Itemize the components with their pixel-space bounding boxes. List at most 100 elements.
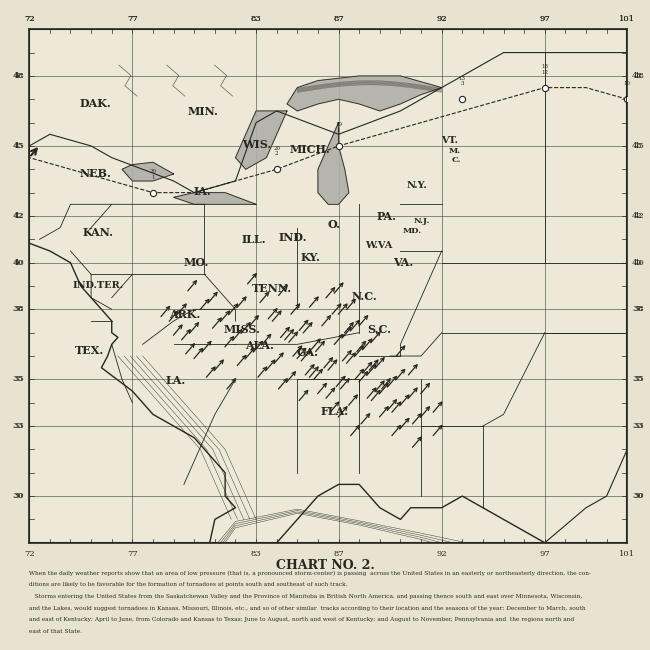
Text: 30: 30 bbox=[12, 492, 23, 500]
Text: 33: 33 bbox=[632, 422, 643, 430]
Text: 40: 40 bbox=[14, 259, 25, 266]
Text: ILL.: ILL. bbox=[241, 234, 266, 245]
Text: 97: 97 bbox=[540, 551, 550, 558]
Text: 35: 35 bbox=[632, 375, 643, 383]
Text: 19
1: 19 1 bbox=[335, 122, 342, 133]
Text: 40: 40 bbox=[632, 259, 643, 266]
Text: 77: 77 bbox=[127, 551, 138, 558]
Text: 101: 101 bbox=[619, 15, 635, 23]
Text: 87: 87 bbox=[333, 15, 344, 23]
Text: 77: 77 bbox=[127, 15, 138, 23]
Polygon shape bbox=[122, 162, 174, 181]
Text: 18
12: 18 12 bbox=[541, 64, 548, 75]
Polygon shape bbox=[318, 123, 349, 204]
Text: 42: 42 bbox=[14, 212, 25, 220]
Text: 101: 101 bbox=[619, 551, 635, 558]
Text: and east of Kentucky; April to June, from Colorado and Kansas to Texas; June to : and east of Kentucky; April to June, fro… bbox=[29, 618, 575, 623]
Text: MICH.: MICH. bbox=[290, 144, 331, 155]
Text: 101: 101 bbox=[619, 15, 635, 23]
Text: M.: M. bbox=[449, 148, 461, 155]
Text: 35: 35 bbox=[633, 375, 644, 383]
Text: MD.: MD. bbox=[403, 227, 422, 235]
Text: VT.: VT. bbox=[441, 136, 458, 145]
Text: N.Y.: N.Y. bbox=[406, 181, 427, 190]
Text: TENN.: TENN. bbox=[252, 283, 291, 294]
Text: VA.: VA. bbox=[393, 257, 413, 268]
Text: 48: 48 bbox=[12, 72, 23, 80]
Text: 30: 30 bbox=[633, 492, 644, 500]
Text: 77: 77 bbox=[127, 15, 138, 23]
Text: PA.: PA. bbox=[377, 211, 397, 222]
Polygon shape bbox=[174, 192, 256, 204]
Text: O.: O. bbox=[328, 219, 341, 230]
Text: 33: 33 bbox=[14, 422, 25, 430]
Text: 92: 92 bbox=[436, 15, 447, 23]
Text: ditions are likely to be favorable for the formation of tornadoes at points sout: ditions are likely to be favorable for t… bbox=[29, 582, 348, 588]
Text: DAK.: DAK. bbox=[79, 98, 111, 109]
Text: and the Lakes, would suggest tornadoes in Kansas, Missouri, Illinois, etc., and : and the Lakes, would suggest tornadoes i… bbox=[29, 606, 586, 611]
Text: GA.: GA. bbox=[296, 347, 318, 358]
Text: LA.: LA. bbox=[166, 376, 186, 387]
Text: 83: 83 bbox=[251, 551, 261, 558]
Text: WIS.: WIS. bbox=[242, 139, 271, 150]
Text: 20
2: 20 2 bbox=[273, 146, 280, 157]
Text: 40: 40 bbox=[633, 259, 644, 266]
Text: ALA.: ALA. bbox=[245, 339, 274, 350]
Text: 42: 42 bbox=[12, 212, 23, 220]
Text: W.VA: W.VA bbox=[365, 241, 393, 250]
Polygon shape bbox=[287, 76, 441, 111]
Text: 72: 72 bbox=[24, 551, 34, 558]
Text: IND.TER.: IND.TER. bbox=[72, 281, 124, 291]
Text: 48: 48 bbox=[633, 72, 644, 80]
Text: C.: C. bbox=[452, 156, 461, 164]
Text: 48: 48 bbox=[14, 72, 25, 80]
Text: 40: 40 bbox=[12, 259, 23, 266]
Text: 83: 83 bbox=[251, 15, 261, 23]
Text: 38: 38 bbox=[632, 306, 643, 313]
Text: When the daily weather reports show that an area of low pressure (that is, a pro: When the daily weather reports show that… bbox=[29, 571, 592, 576]
Text: 92: 92 bbox=[436, 551, 447, 558]
Text: 38: 38 bbox=[14, 306, 25, 313]
Text: 10: 10 bbox=[624, 81, 630, 86]
Text: 83: 83 bbox=[251, 15, 261, 23]
Polygon shape bbox=[235, 111, 287, 169]
Text: MISS.: MISS. bbox=[223, 324, 260, 335]
Text: 87: 87 bbox=[333, 551, 344, 558]
Text: 45: 45 bbox=[632, 142, 643, 150]
Text: 48: 48 bbox=[632, 72, 643, 80]
Text: ARK.: ARK. bbox=[169, 309, 200, 320]
Text: N.J.: N.J. bbox=[414, 217, 430, 225]
Text: 20
1: 20 1 bbox=[150, 169, 157, 180]
Text: 45: 45 bbox=[633, 142, 644, 150]
Text: 33: 33 bbox=[633, 422, 644, 430]
Text: 42: 42 bbox=[632, 212, 643, 220]
Text: TEX.: TEX. bbox=[75, 344, 104, 356]
Text: 30: 30 bbox=[14, 492, 25, 500]
Text: 87: 87 bbox=[333, 15, 344, 23]
Text: MO.: MO. bbox=[184, 257, 209, 268]
Text: 45: 45 bbox=[12, 142, 23, 150]
Text: 13
3: 13 3 bbox=[459, 75, 466, 86]
Text: 97: 97 bbox=[540, 15, 550, 23]
Text: MIN.: MIN. bbox=[187, 106, 218, 117]
Text: NEB.: NEB. bbox=[79, 168, 111, 179]
Text: 30: 30 bbox=[632, 492, 643, 500]
Text: KY.: KY. bbox=[300, 252, 320, 263]
Text: N.C.: N.C. bbox=[351, 291, 377, 302]
Text: east of that State.: east of that State. bbox=[29, 629, 83, 634]
Text: 92: 92 bbox=[436, 15, 447, 23]
Text: 33: 33 bbox=[12, 422, 23, 430]
Text: CHART NO. 2.: CHART NO. 2. bbox=[276, 559, 374, 572]
Text: FLA.: FLA. bbox=[320, 406, 348, 417]
Text: IND.: IND. bbox=[278, 231, 307, 242]
Text: 42: 42 bbox=[633, 212, 644, 220]
Text: 72: 72 bbox=[24, 15, 34, 23]
Text: S.C.: S.C. bbox=[367, 324, 391, 335]
Text: 38: 38 bbox=[12, 306, 23, 313]
Text: KAN.: KAN. bbox=[83, 227, 114, 238]
Text: 35: 35 bbox=[14, 375, 25, 383]
Text: 35: 35 bbox=[12, 375, 23, 383]
Text: Storms entering the United States from the Saskatchewan Valley and the Province : Storms entering the United States from t… bbox=[29, 594, 582, 599]
Text: 45: 45 bbox=[14, 142, 25, 150]
Text: 38: 38 bbox=[633, 306, 644, 313]
